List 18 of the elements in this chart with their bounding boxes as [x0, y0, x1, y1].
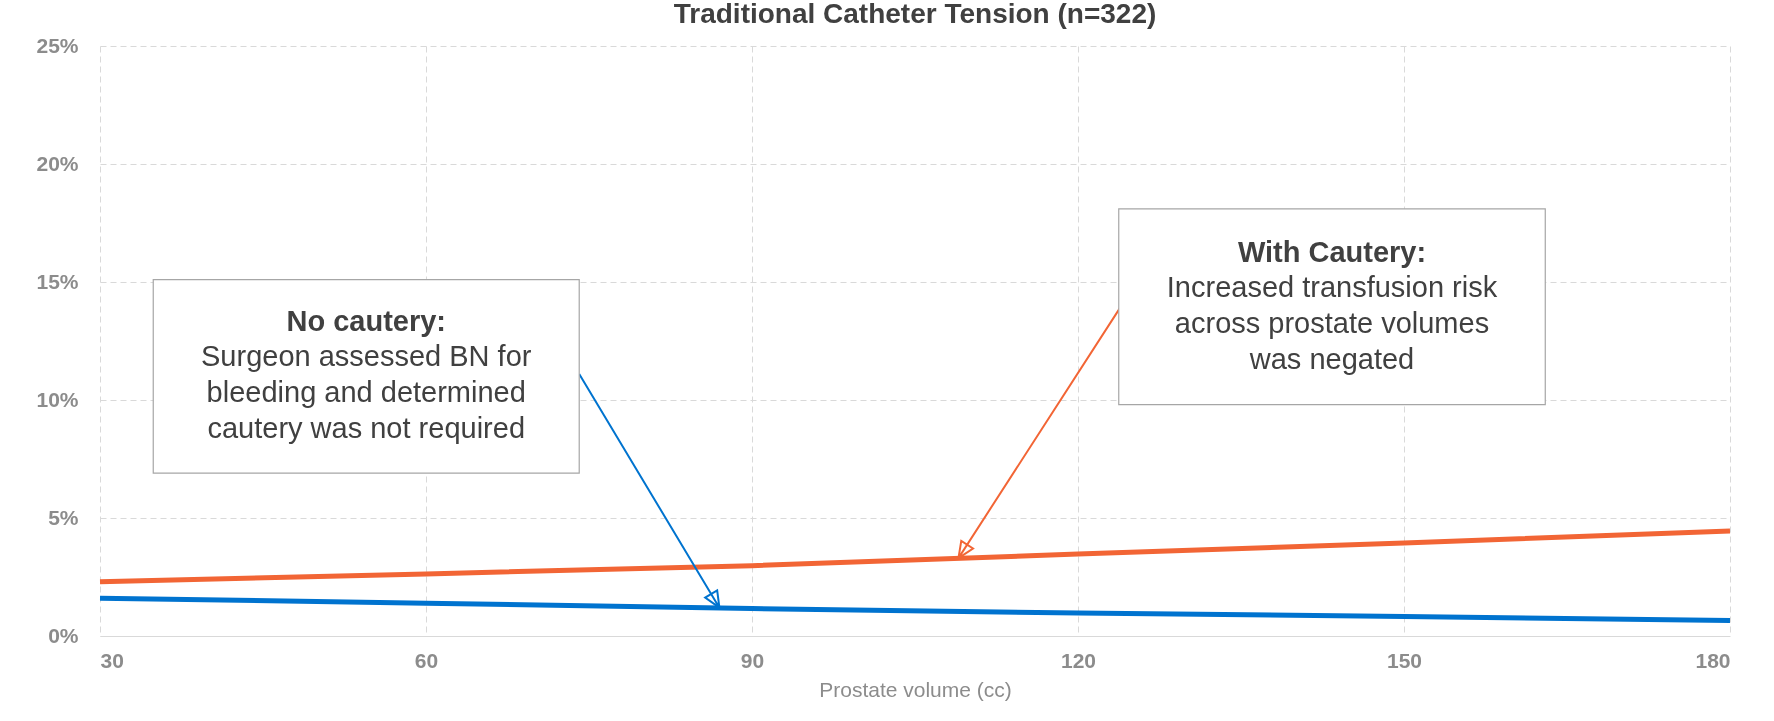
- y-tick-label: 5%: [48, 505, 79, 529]
- x-tick-label: 180: [1695, 648, 1731, 672]
- y-tick-label: 10%: [36, 387, 79, 411]
- chart-title: Traditional Catheter Tension (n=322): [673, 0, 1157, 29]
- y-tick-label: 20%: [36, 151, 79, 175]
- x-tick-label: 90: [740, 648, 765, 672]
- x-axis-title: Prostate volume (cc): [819, 677, 1012, 701]
- annotation: Increased transfusion risk across prostate volumes was negated: [1166, 270, 1498, 375]
- y-tick-label: 15%: [36, 269, 79, 293]
- x-tick-label: 150: [1386, 648, 1423, 672]
- annotation: Surgeon assessed BN for bleeding and determined cautery was not required: [201, 340, 532, 445]
- x-tick-label: 120: [1060, 648, 1097, 672]
- annotation: With Cautery:: [1237, 235, 1427, 268]
- y-tick-label: 0%: [48, 623, 79, 647]
- annotation: No cautery:: [286, 305, 447, 338]
- y-tick-label: 25%: [36, 33, 79, 57]
- x-tick-label: 60: [414, 648, 439, 672]
- x-tick-label: 30: [100, 648, 124, 672]
